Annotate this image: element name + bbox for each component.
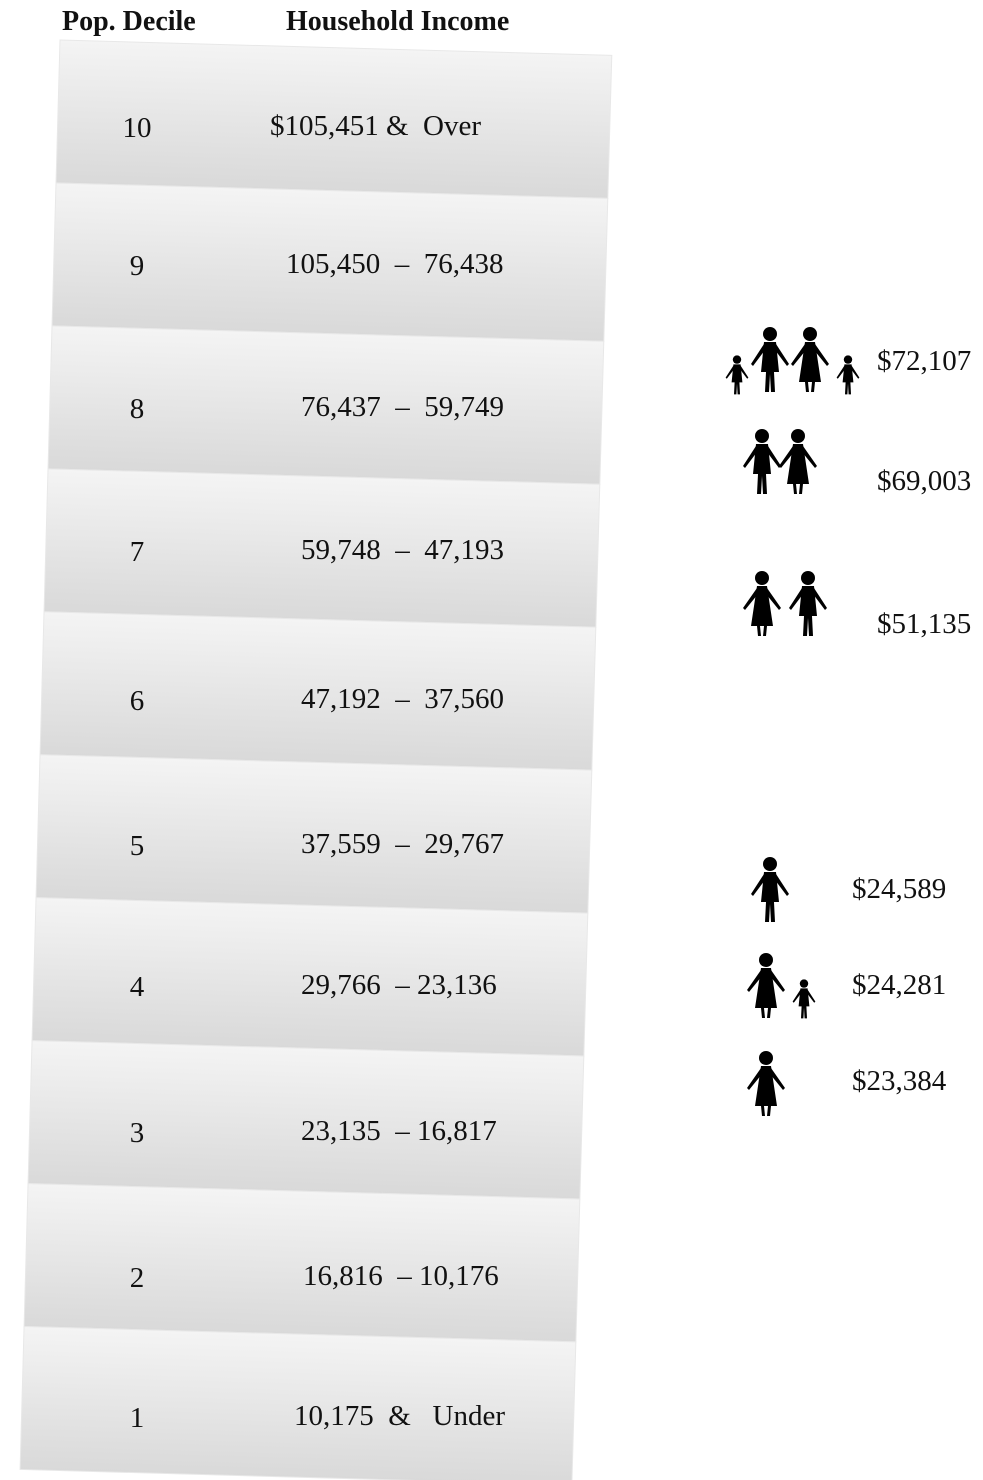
decile: 5 [130,830,145,862]
income-range: 23,135 – 16,817 [301,1115,497,1147]
family-income: $23,384 [852,1065,947,1097]
income-range: 29,766 – 23,136 [301,969,497,1001]
family-income: $69,003 [877,465,971,497]
family-income: $24,589 [852,873,946,905]
income-range: 10,175 & Under [294,1400,505,1432]
decile: 2 [130,1262,145,1294]
header-income: Household Income [286,6,509,37]
family-income: $24,281 [852,969,946,1001]
family-income: $51,135 [877,608,971,640]
income-range: 105,450 – 76,438 [286,248,504,280]
decile: 1 [130,1402,145,1434]
income-range: 59,748 – 47,193 [301,534,504,566]
decile: 8 [130,393,145,425]
decile: 10 [123,112,152,144]
header-decile: Pop. Decile [62,6,196,37]
income-range: 37,559 – 29,767 [301,828,504,860]
income-range: $105,451 & Over [270,110,481,142]
income-range: 16,816 – 10,176 [303,1260,499,1292]
bands [19,39,613,1480]
band [19,1325,577,1480]
decile: 9 [130,250,145,282]
decile: 7 [130,536,145,568]
income-range: 47,192 – 37,560 [301,683,504,715]
family-labels: $72,107 $69,003 $51,135 $24,589 $24,281 $23,3… [852,345,971,1097]
family-income: $72,107 [877,345,971,377]
income-range: 76,437 – 59,749 [301,391,504,423]
decile: 4 [130,971,145,1003]
family-icons [725,327,860,1116]
decile: 3 [130,1117,145,1149]
decile: 6 [130,685,145,717]
rows: 10 $105,451 & Over 9 105,450 – 76,438 8 76,43… [123,110,506,1434]
